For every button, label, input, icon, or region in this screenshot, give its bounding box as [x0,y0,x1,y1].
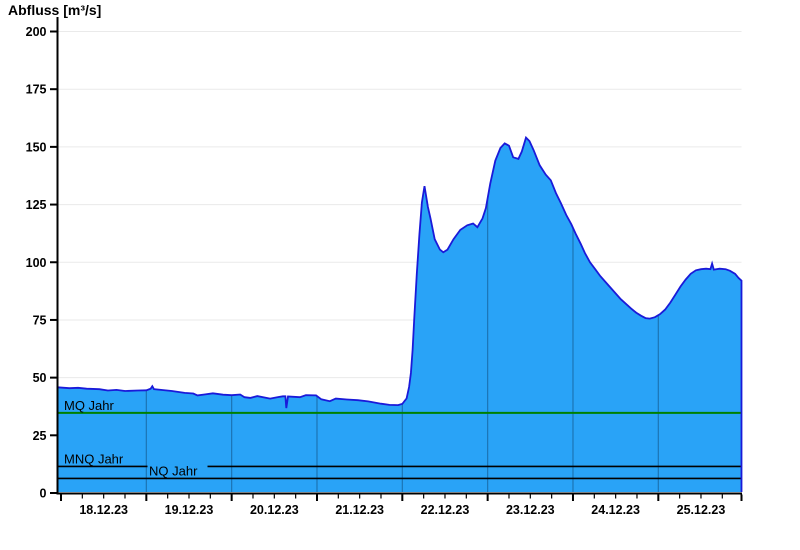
y-tick-label: 175 [26,83,47,97]
y-tick-label: 25 [33,429,47,443]
horizontal-gridlines [57,31,742,436]
tick-marks [50,30,743,501]
y-tick-label: 75 [33,313,47,327]
y-tick-label: 150 [26,140,47,154]
x-date-label: 23.12.23 [506,503,555,517]
y-tick-label: 0 [40,487,47,501]
x-date-label: 19.12.23 [165,503,214,517]
y-tick-label: 50 [33,371,47,385]
x-date-label: 25.12.23 [677,503,726,517]
y-tick-label: 200 [26,25,47,39]
series-outline [57,135,743,492]
discharge-outline [57,135,743,492]
x-date-label: 22.12.23 [421,503,470,517]
chart-title: Abfluss [m³/s] [8,2,101,18]
x-date-label: 18.12.23 [79,503,128,517]
reference-label-mnq: MNQ Jahr [64,451,124,466]
axes [56,17,742,495]
reference-label-nq: NQ Jahr [149,463,198,478]
discharge-area [57,137,742,492]
x-date-label: 21.12.23 [335,503,384,517]
nq-label-backdrop [147,464,208,478]
x-date-label: 24.12.23 [591,503,640,517]
reference-lines: MQ Jahr MNQ Jahr NQ Jahr [57,398,742,480]
x-date-label: 20.12.23 [250,503,299,517]
y-tick-label: 125 [26,198,47,212]
reference-label-mq: MQ Jahr [64,398,115,413]
y-tick-label: 100 [26,256,47,270]
area-series [57,137,742,492]
tick-labels: 0 25 50 75 100 125 150 175 200 18.12.23 19.12.23 20… [26,25,726,517]
